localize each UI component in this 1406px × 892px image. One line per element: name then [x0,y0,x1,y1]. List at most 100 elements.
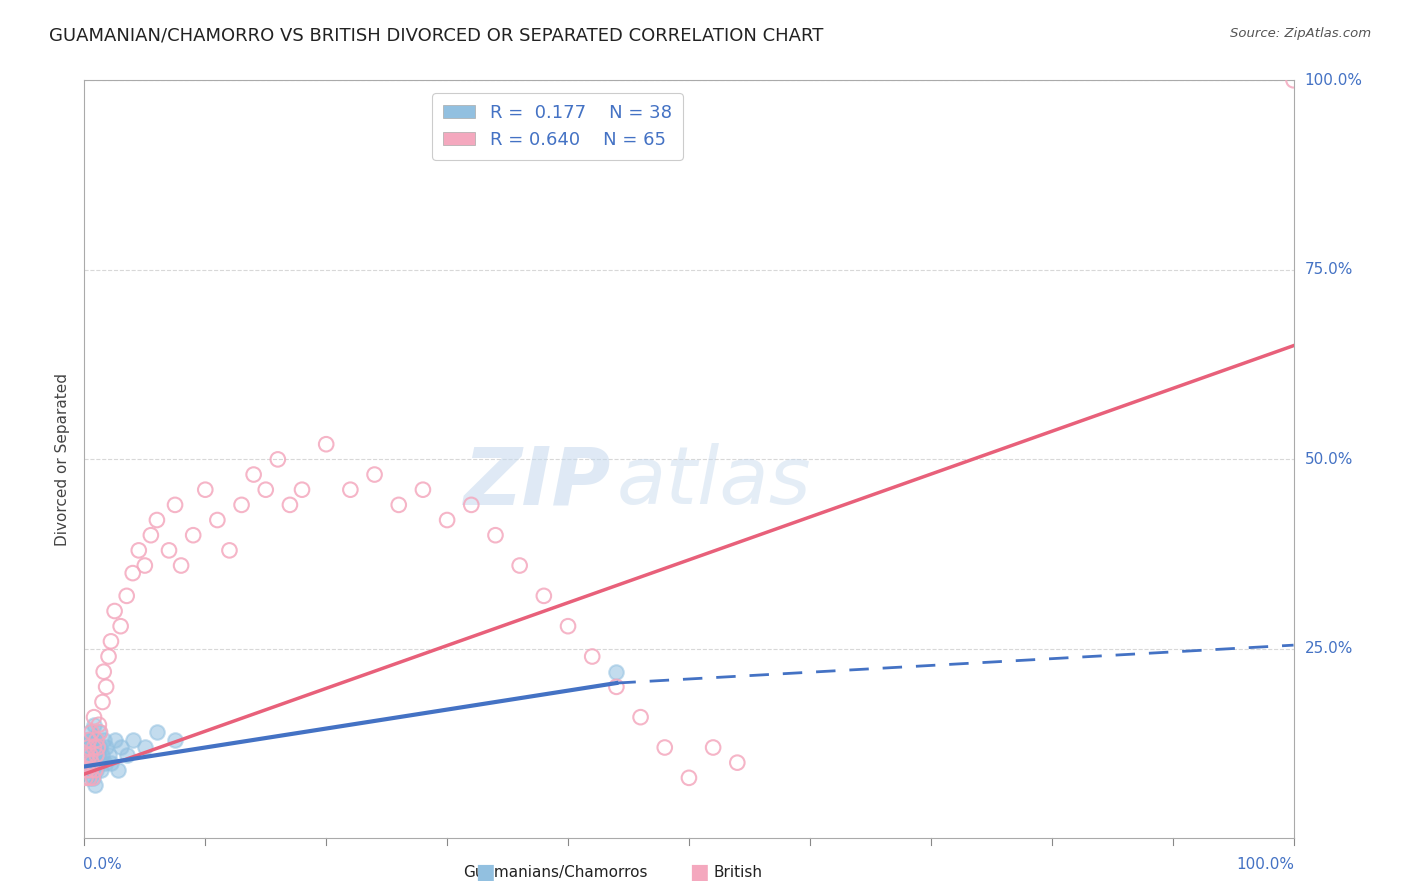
Point [702,740,724,755]
Point [86,733,108,747]
Point [115,747,138,762]
Point [581,649,603,664]
Text: Guamanians/Chamorros: Guamanians/Chamorros [463,865,648,880]
Point [509,558,531,573]
Point [84,764,107,778]
Point [80,764,103,778]
Point [77,733,100,747]
Point [134,740,156,755]
Point [134,558,156,573]
Point [533,589,555,603]
Point [194,483,217,497]
Point [80,756,103,770]
Point [436,513,458,527]
Text: 75.0%: 75.0% [1305,262,1353,277]
Point [77,771,100,785]
Text: British: British [714,865,762,880]
Point [605,680,627,694]
Text: Source: ZipAtlas.com: Source: ZipAtlas.com [1230,27,1371,40]
Point [121,733,143,747]
Text: 50.0%: 50.0% [1305,452,1353,467]
Point [231,498,253,512]
Point [79,747,101,762]
Point [84,756,107,770]
Point [100,756,122,770]
Point [146,513,169,527]
Point [86,747,108,762]
Point [77,771,100,785]
Point [107,764,129,778]
Point [91,695,114,709]
Point [86,764,108,778]
Point [291,483,314,497]
Point [388,498,411,512]
Point [90,764,112,778]
Point [104,733,127,747]
Point [630,710,652,724]
Point [86,733,108,747]
Point [79,725,101,739]
Point [93,665,115,679]
Point [75,756,97,770]
Point [128,543,150,558]
Point [77,740,100,755]
Y-axis label: Divorced or Separated: Divorced or Separated [55,373,70,546]
Point [725,756,748,770]
Point [104,604,127,618]
Point [181,528,204,542]
Point [91,747,114,762]
Text: ■: ■ [475,863,495,882]
Point [86,747,108,762]
Point [82,771,104,785]
Point [242,467,264,482]
Point [110,619,132,633]
Point [207,513,229,527]
Point [76,733,98,747]
Point [89,725,111,739]
Point [412,483,434,497]
Point [146,725,169,739]
Point [654,740,676,755]
Point [80,733,103,747]
Point [77,740,100,755]
Point [77,747,100,762]
Point [87,717,110,731]
Point [93,733,115,747]
Point [86,740,108,755]
Legend: R =  0.177    N = 38, R = 0.640    N = 65: R = 0.177 N = 38, R = 0.640 N = 65 [432,93,682,160]
Point [170,558,193,573]
Point [75,771,97,785]
Point [315,437,337,451]
Point [557,619,579,633]
Point [94,740,117,755]
Point [97,747,120,762]
Point [460,498,482,512]
Point [97,649,120,664]
Point [82,747,104,762]
Point [87,725,110,739]
Point [83,740,105,755]
Point [79,756,101,770]
Point [83,740,105,755]
Point [254,483,277,497]
Point [83,710,105,724]
Point [84,778,107,793]
Text: atlas: atlas [616,443,811,521]
Point [83,717,105,731]
Text: 25.0%: 25.0% [1305,641,1353,657]
Point [94,680,117,694]
Point [484,528,506,542]
Point [76,764,98,778]
Point [218,543,240,558]
Point [139,528,162,542]
Point [165,733,187,747]
Point [80,725,103,739]
Point [115,589,138,603]
Text: ■: ■ [689,863,709,882]
Text: GUAMANIAN/CHAMORRO VS BRITISH DIVORCED OR SEPARATED CORRELATION CHART: GUAMANIAN/CHAMORRO VS BRITISH DIVORCED O… [49,27,824,45]
Point [110,740,132,755]
Point [678,771,700,785]
Point [79,764,101,778]
Point [339,483,361,497]
Point [76,747,98,762]
